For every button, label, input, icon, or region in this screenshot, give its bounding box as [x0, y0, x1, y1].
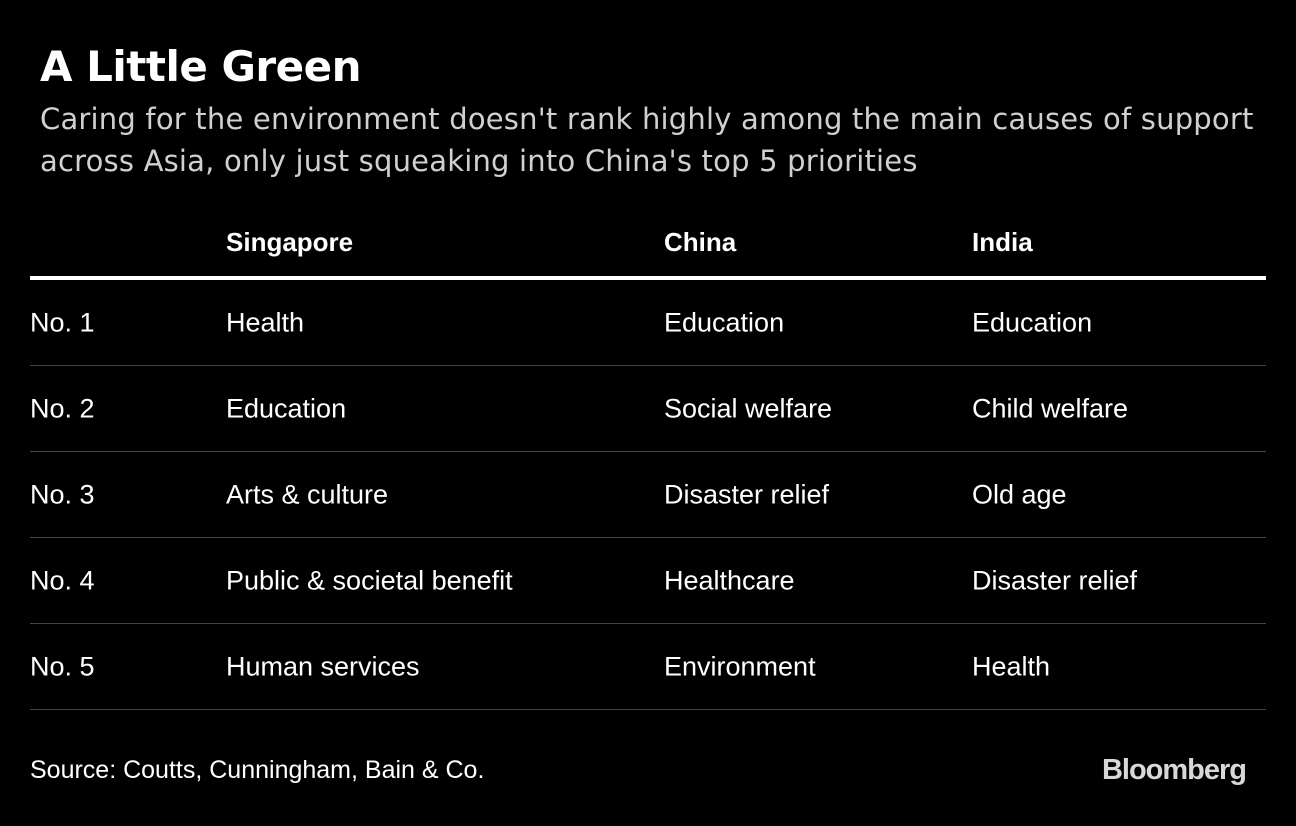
table-cell: Education — [972, 307, 1093, 337]
table-cell: Social welfare — [664, 393, 833, 423]
table-cell: Arts & culture — [226, 479, 389, 509]
priorities-table: Singapore China India No. 1 Health Educati… — [30, 220, 1266, 710]
table-cell: Health — [226, 307, 305, 337]
table-row: No. 3 Arts & culture Disaster relief Old ag… — [30, 452, 1266, 538]
table-cell: Public & societal benefit — [226, 565, 513, 595]
bloomberg-logo: Bloomberg — [1101, 754, 1247, 786]
table-row: No. 4 Public & societal benefit Healthcare… — [30, 538, 1266, 624]
rank-label: No. 1 — [30, 307, 95, 337]
rank-label: No. 4 — [30, 565, 95, 595]
table-cell: Education — [664, 307, 785, 337]
source-note: Source: Coutts, Cunningham, Bain & Co. — [30, 756, 485, 784]
rank-label: No. 2 — [30, 393, 95, 423]
table-row: No. 5 Human services Environment Health — [30, 624, 1266, 710]
table-cell: Healthcare — [664, 565, 795, 595]
column-header-china: China — [664, 227, 737, 257]
table-cell: Child welfare — [972, 393, 1129, 423]
table-cell: Disaster relief — [972, 565, 1138, 595]
table-header: Singapore China India — [30, 220, 1266, 280]
chart-subtitle: Caring for the environment doesn't rank … — [40, 102, 1254, 178]
table-cell: Environment — [664, 651, 816, 681]
rank-label: No. 3 — [30, 479, 95, 509]
rank-label: No. 5 — [30, 651, 95, 681]
table-cell: Disaster relief — [664, 479, 830, 509]
table-cell: Old age — [972, 479, 1067, 509]
table-cell: Education — [226, 393, 347, 423]
column-header-india: India — [972, 227, 1033, 257]
table-row: No. 2 Education Social welfare Child welfar… — [30, 366, 1266, 452]
chart-title: A Little Green — [40, 42, 362, 91]
column-header-singapore: Singapore — [226, 227, 354, 257]
table-cell: Human services — [226, 651, 420, 681]
table-row: No. 1 Health Education Education — [30, 280, 1266, 366]
table-cell: Health — [972, 651, 1051, 681]
